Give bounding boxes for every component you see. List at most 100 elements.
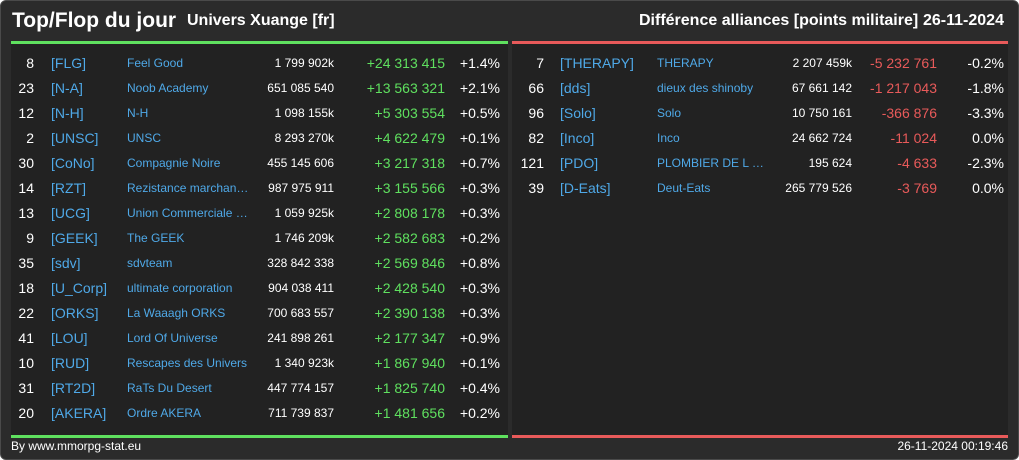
difference-cell: +2 177 347	[374, 330, 445, 346]
alliance-name-link[interactable]: UNSC	[127, 131, 162, 145]
percent-cell: +0.2%	[459, 405, 500, 421]
difference-cell: +3 217 318	[374, 155, 445, 171]
percent-cell: +1.4%	[459, 55, 500, 71]
alliance-name-link[interactable]: Inco	[657, 131, 680, 145]
alliance-tag-link[interactable]: [Inco]	[560, 130, 595, 146]
rank-cell: 121	[520, 155, 544, 171]
table-row: 10 [RUD] Rescapes des Univers 1 340 923k +1 …	[11, 351, 508, 376]
table-row: 31 [RT2D] RaTs Du Desert 447 774 157 +1 825 …	[11, 376, 508, 401]
alliance-tag-link[interactable]: [RZT]	[51, 180, 86, 196]
rank-cell: 82	[528, 130, 544, 146]
rank-cell: 30	[18, 155, 34, 171]
points-cell: 241 898 261	[267, 331, 334, 345]
alliance-tag-link[interactable]: [D-Eats]	[560, 180, 611, 196]
percent-cell: -3.3%	[967, 105, 1004, 121]
difference-cell: +13 563 321	[366, 80, 445, 96]
rank-cell: 41	[18, 330, 34, 346]
top-panel: 8 [FLG] Feel Good 1 799 902k +24 313 415 +1.4…	[11, 41, 508, 438]
alliance-tag-link[interactable]: [UNSC]	[51, 130, 99, 146]
flop-list: 7 [THERAPY] THERAPY 2 207 459k -5 232 761 -0.…	[512, 51, 1008, 201]
percent-cell: +0.2%	[459, 230, 500, 246]
alliance-tag-link[interactable]: [RUD]	[51, 355, 90, 371]
percent-cell: 0.0%	[972, 180, 1004, 196]
table-row: 30 [CoNo] Compagnie Noire 455 145 606 +3 217…	[11, 151, 508, 176]
alliance-name-link[interactable]: Deut-Eats	[657, 181, 711, 195]
alliance-tag-link[interactable]: [GEEK]	[51, 230, 98, 246]
points-cell: 987 975 911	[268, 181, 334, 195]
rank-cell: 8	[26, 55, 34, 71]
alliance-tag-link[interactable]: [CoNo]	[51, 155, 95, 171]
universe-label: Univers Xuange [fr]	[187, 12, 335, 29]
alliance-name-link[interactable]: Lord Of Universe	[127, 331, 218, 345]
percent-cell: -0.2%	[967, 55, 1004, 71]
alliance-name-link[interactable]: dieux des shinoby	[657, 81, 754, 95]
difference-cell: +24 313 415	[366, 55, 445, 71]
table-row: 12 [N-H] N-H 1 098 155k +5 303 554 +0.5%	[11, 101, 508, 126]
alliance-tag-link[interactable]: [THERAPY]	[560, 55, 634, 71]
difference-cell: -366 876	[881, 105, 937, 121]
alliance-name-link[interactable]: Feel Good	[127, 56, 184, 70]
alliance-name-link[interactable]: Rezistance marchande	[127, 181, 249, 195]
alliance-tag-link[interactable]: [N-H]	[51, 105, 84, 121]
alliance-name-link[interactable]: PLOMBIER DE L OMBRE	[657, 156, 772, 170]
points-cell: 455 145 606	[267, 156, 334, 170]
alliance-tag-link[interactable]: [ORKS]	[51, 305, 99, 321]
difference-cell: +4 622 479	[374, 130, 445, 146]
rank-cell: 22	[18, 305, 34, 321]
alliance-name-link[interactable]: ultimate corporation	[127, 281, 233, 295]
alliance-tag-link[interactable]: [RT2D]	[51, 380, 96, 396]
difference-cell: +2 808 178	[374, 205, 445, 221]
page-title: Top/Flop du jour	[12, 9, 177, 32]
alliance-tag-link[interactable]: [N-A]	[51, 80, 83, 96]
alliance-tag-link[interactable]: [Solo]	[560, 105, 596, 121]
difference-cell: +1 867 940	[374, 355, 445, 371]
alliance-tag-link[interactable]: [dds]	[560, 80, 591, 96]
alliance-tag-link[interactable]: [PDO]	[560, 155, 599, 171]
site-credit[interactable]: By www.mmorpg-stat.eu	[11, 439, 142, 453]
difference-cell: -3 769	[897, 180, 937, 196]
points-cell: 328 842 338	[267, 256, 334, 270]
header: Top/Flop du jour Univers Xuange [fr] Dif…	[1, 1, 1018, 41]
difference-cell: +1 825 740	[374, 380, 445, 396]
table-row: 22 [ORKS] La Waaagh ORKS 700 683 557 +2 390 …	[11, 301, 508, 326]
table-row: 121 [PDO] PLOMBIER DE L OMBRE 195 624 -4 633…	[512, 151, 1008, 176]
points-cell: 24 662 724	[791, 131, 852, 145]
alliance-name-link[interactable]: Solo	[657, 106, 682, 120]
table-row: 41 [LOU] Lord Of Universe 241 898 261 +2 177…	[11, 326, 508, 351]
alliance-name-link[interactable]: sdvteam	[127, 256, 173, 270]
alliance-name-link[interactable]: N-H	[127, 106, 149, 120]
rank-cell: 39	[528, 180, 544, 196]
alliance-name-link[interactable]: La Waaagh ORKS	[127, 306, 226, 320]
percent-cell: +0.9%	[459, 330, 500, 346]
rank-cell: 10	[18, 355, 34, 371]
points-cell: 195 624	[808, 156, 852, 170]
alliance-name-link[interactable]: Noob Academy	[127, 81, 209, 95]
difference-cell: +2 582 683	[374, 230, 445, 246]
alliance-name-link[interactable]: THERAPY	[657, 56, 714, 70]
points-cell: 1 746 209k	[274, 231, 334, 245]
table-row: 8 [FLG] Feel Good 1 799 902k +24 313 415 +1.4…	[11, 51, 508, 76]
alliance-name-link[interactable]: Ordre AKERA	[127, 406, 202, 420]
points-cell: 711 739 837	[268, 406, 334, 420]
points-cell: 651 085 540	[267, 81, 334, 95]
alliance-tag-link[interactable]: [FLG]	[51, 55, 87, 71]
alliance-tag-link[interactable]: [AKERA]	[51, 405, 107, 421]
percent-cell: -1.8%	[967, 80, 1004, 96]
alliance-name-link[interactable]: Union Commerciale Galactique	[127, 206, 249, 220]
percent-cell: +0.5%	[459, 105, 500, 121]
alliance-name-link[interactable]: Rescapes des Univers	[127, 356, 248, 370]
difference-cell: -1 217 043	[870, 80, 937, 96]
alliance-name-link[interactable]: Compagnie Noire	[127, 156, 221, 170]
flop-panel: 7 [THERAPY] THERAPY 2 207 459k -5 232 761 -0.…	[512, 41, 1008, 438]
alliance-tag-link[interactable]: [UCG]	[51, 205, 90, 221]
rank-cell: 35	[18, 255, 34, 271]
alliance-tag-link[interactable]: [sdv]	[51, 255, 81, 271]
alliance-name-link[interactable]: RaTs Du Desert	[127, 381, 212, 395]
percent-cell: +0.1%	[459, 130, 500, 146]
table-row: 13 [UCG] Union Commerciale Galactique 1 059…	[11, 201, 508, 226]
rank-cell: 66	[528, 80, 544, 96]
alliance-tag-link[interactable]: [LOU]	[51, 330, 88, 346]
alliance-name-link[interactable]: The GEEK	[127, 231, 185, 245]
alliance-tag-link[interactable]: [U_Corp]	[51, 280, 108, 296]
generated-timestamp: 26-11-2024 00:19:46	[897, 439, 1008, 453]
